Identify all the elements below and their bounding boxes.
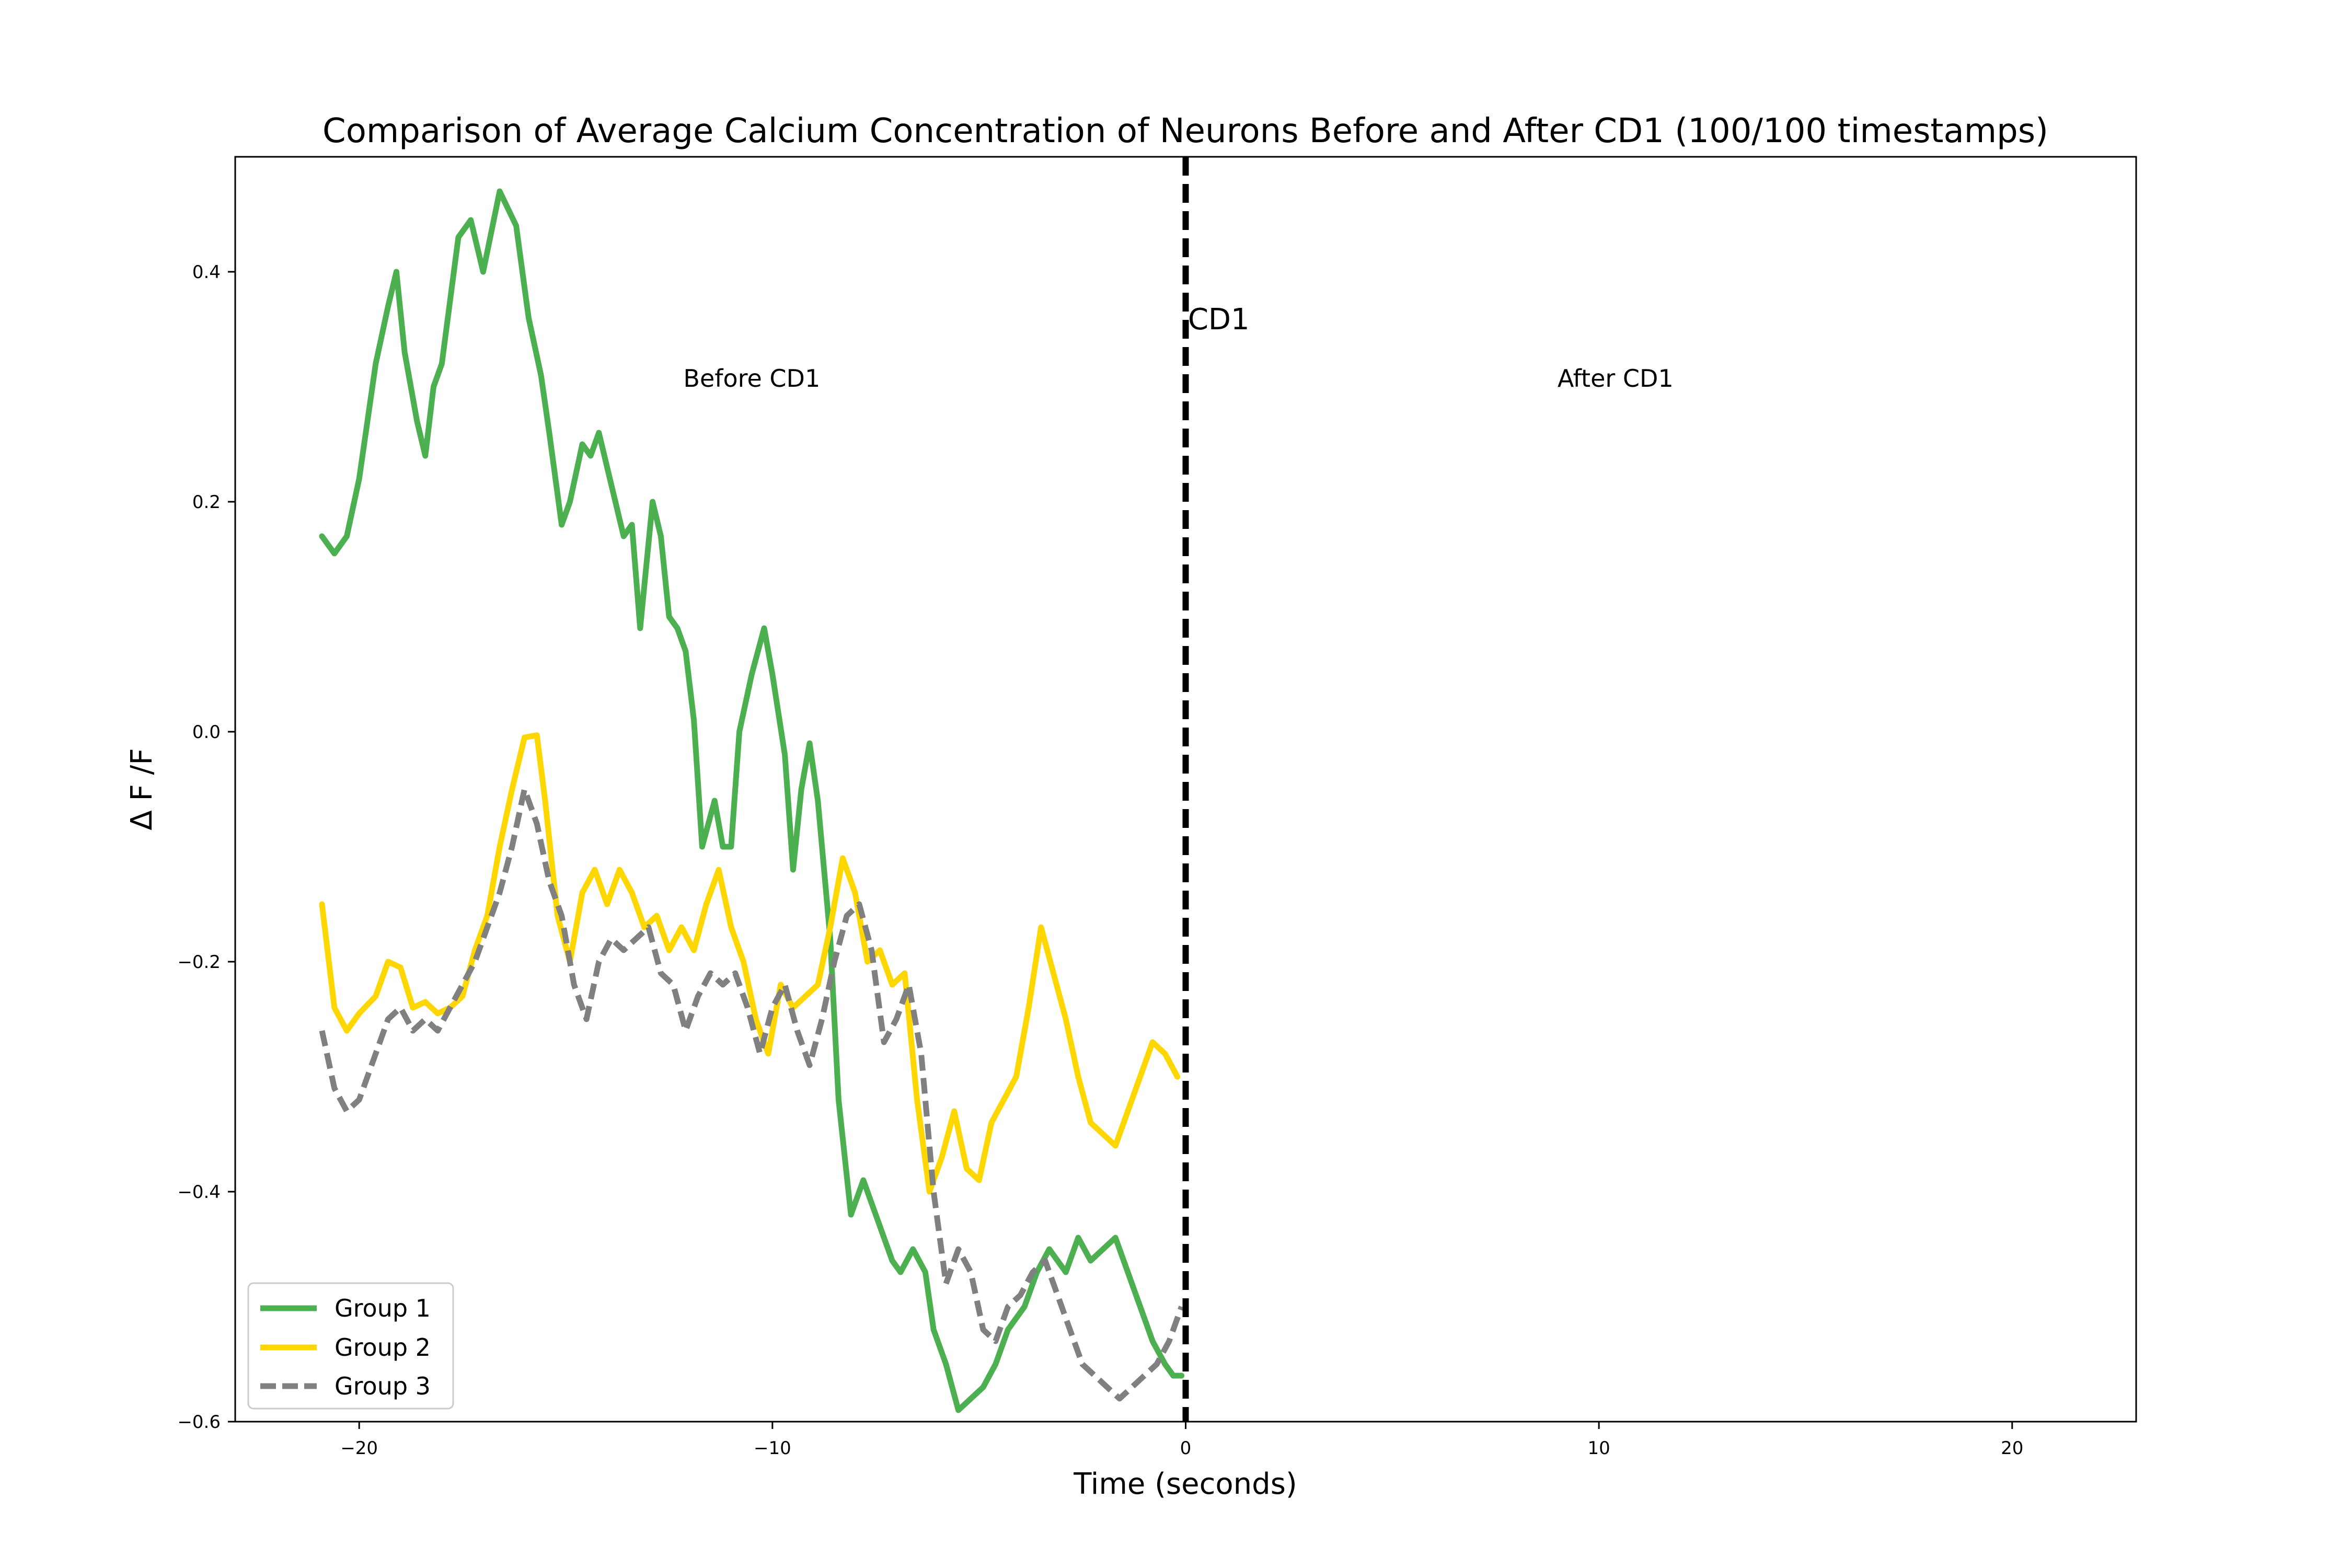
y-axis-label: Δ F /F [125, 748, 159, 830]
legend-label-group-2: Group 2 [335, 1333, 431, 1362]
x-tick-label: 20 [2001, 1438, 2023, 1459]
legend: Group 1 Group 2 Group 3 [247, 1282, 454, 1410]
y-tick-label: −0.4 [177, 1182, 221, 1203]
series-line-group-3 [319, 786, 1184, 1402]
y-tick-label: −0.2 [177, 952, 221, 973]
x-tick-label: 0 [1180, 1438, 1192, 1459]
y-tick-label: 0.2 [192, 492, 221, 513]
x-tick-label: −20 [340, 1438, 378, 1459]
chart-title: Comparison of Average Calcium Concentrat… [322, 112, 2048, 151]
series-layer [319, 188, 1185, 1413]
x-tick-label: −10 [754, 1438, 791, 1459]
annotation-after: After CD1 [1558, 364, 1674, 393]
y-tick-label: 0.0 [192, 722, 221, 743]
y-tick-label: 0.4 [192, 262, 221, 283]
x-ticks: −20 −10 0 10 20 [340, 1422, 2023, 1459]
legend-box [247, 1282, 454, 1410]
legend-label-group-3: Group 3 [335, 1372, 431, 1400]
y-tick-label: −0.6 [177, 1412, 221, 1433]
annotation-cd1: CD1 [1188, 303, 1250, 337]
y-ticks: −0.6 −0.4 −0.2 0.0 0.2 0.4 [177, 262, 235, 1433]
annotation-before: Before CD1 [683, 364, 820, 393]
legend-label-group-1: Group 1 [335, 1294, 431, 1322]
x-tick-label: 10 [1588, 1438, 1610, 1459]
series-line-group-1 [319, 188, 1185, 1413]
x-axis-label: Time (seconds) [1073, 1467, 1297, 1501]
